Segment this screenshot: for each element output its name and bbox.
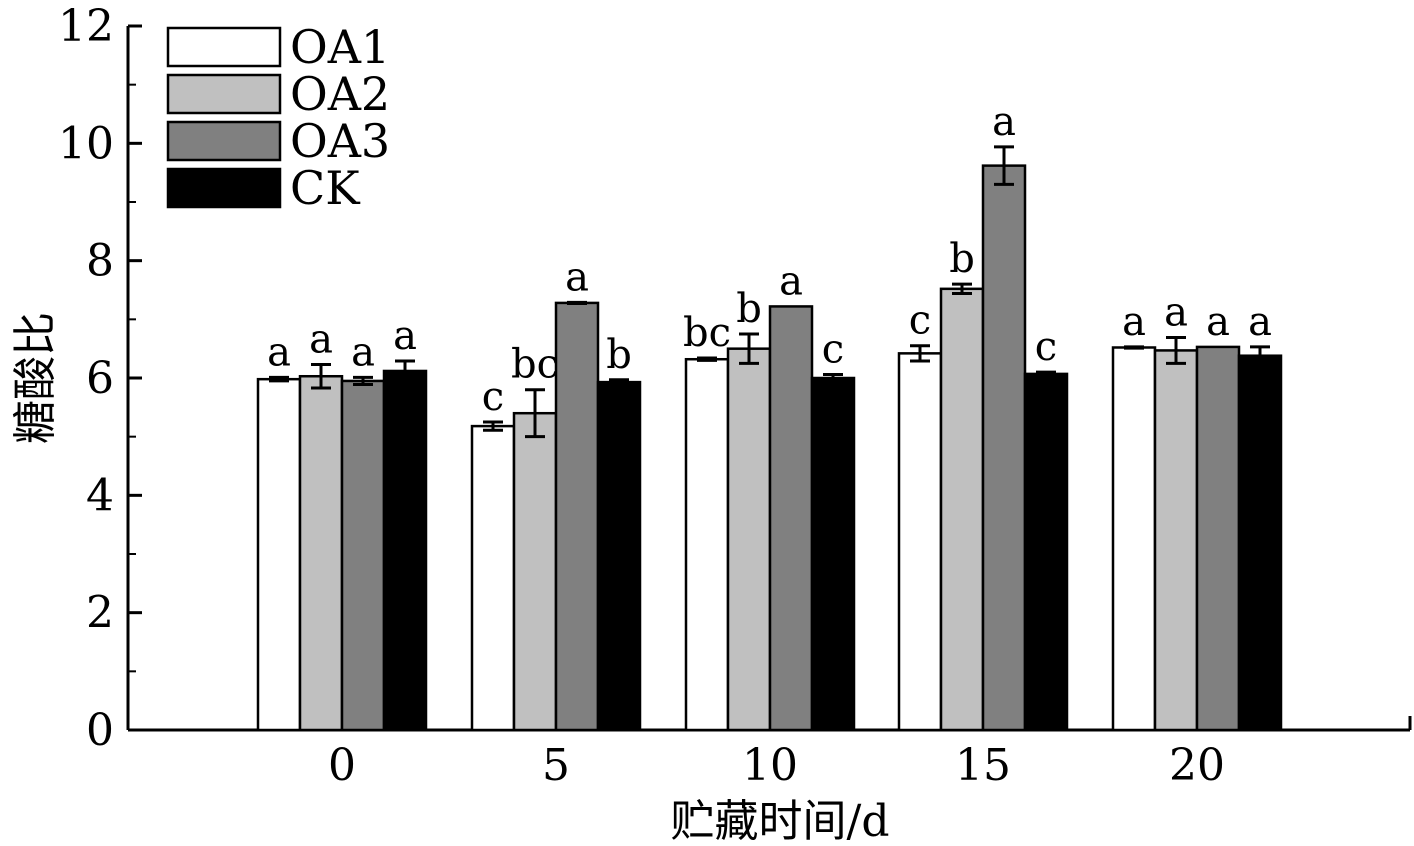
- y-tick-label: 8: [86, 236, 114, 287]
- significance-label: c: [482, 374, 504, 420]
- significance-label: a: [1206, 299, 1230, 345]
- legend-label-oa1: OA1: [290, 20, 390, 74]
- bar-ck-15: [1023, 372, 1069, 732]
- bar-oa2-15: [939, 287, 985, 732]
- significance-label: a: [565, 254, 589, 300]
- significance-label: a: [1248, 299, 1272, 345]
- bar-ck-5: [596, 380, 642, 732]
- bar-oa2-20: [1153, 349, 1199, 732]
- legend-label-oa3: OA3: [290, 114, 390, 168]
- bar-oa3-15: [981, 164, 1027, 732]
- y-tick-label: 12: [58, 1, 114, 52]
- significance-label: a: [992, 99, 1016, 145]
- y-tick-label: 6: [86, 353, 114, 404]
- x-tick-label: 15: [955, 740, 1011, 791]
- significance-label: a: [1164, 290, 1188, 336]
- significance-label: b: [606, 332, 632, 378]
- bar-oa3-0: [340, 379, 386, 732]
- x-tick-label: 0: [328, 740, 356, 791]
- bar-oa3-5: [554, 301, 600, 732]
- significance-label: a: [393, 313, 417, 359]
- significance-label: c: [822, 326, 844, 372]
- significance-label: c: [909, 298, 931, 344]
- y-tick-label: 10: [58, 118, 114, 169]
- bar-oa1-15: [897, 352, 943, 732]
- y-tick-label: 0: [86, 705, 114, 756]
- bar-ck-10: [810, 376, 856, 732]
- bar-oa3-10: [768, 305, 814, 732]
- y-axis-title: 糖酸比: [10, 312, 61, 444]
- significance-label: bc: [511, 342, 559, 388]
- legend-swatch-oa2: [166, 73, 282, 115]
- bar-oa1-0: [256, 377, 302, 732]
- significance-label: a: [267, 329, 291, 375]
- legend-label-ck: CK: [290, 161, 361, 215]
- x-tick-label: 5: [542, 740, 570, 791]
- bar-oa3-20: [1195, 345, 1241, 732]
- x-axis-title: 贮藏时间/d: [671, 796, 890, 846]
- y-tick-label: 4: [86, 470, 114, 521]
- bar-ck-20: [1237, 354, 1283, 732]
- bar-oa2-0: [298, 374, 344, 732]
- legend-swatch-oa3: [166, 120, 282, 162]
- x-tick-label: 10: [742, 740, 798, 791]
- legend-swatch-oa1: [166, 26, 282, 68]
- significance-label: c: [1035, 324, 1057, 370]
- legend-label-oa2: OA2: [290, 67, 390, 121]
- bar-ck-0: [382, 369, 428, 732]
- bar-oa1-20: [1111, 346, 1157, 732]
- significance-label: a: [309, 317, 333, 363]
- x-tick-label: 20: [1169, 740, 1225, 791]
- bar-oa2-10: [726, 347, 772, 732]
- bar-oa2-5: [512, 411, 558, 732]
- significance-label: a: [1122, 299, 1146, 345]
- bar-oa1-5: [470, 424, 516, 732]
- significance-label: a: [779, 258, 803, 304]
- legend-swatch-ck: [166, 167, 282, 209]
- bar-oa1-10: [684, 357, 730, 732]
- y-tick-label: 2: [86, 588, 114, 639]
- significance-label: a: [351, 329, 375, 375]
- significance-label: b: [736, 286, 762, 332]
- significance-label: bc: [683, 310, 731, 356]
- significance-label: b: [949, 236, 975, 282]
